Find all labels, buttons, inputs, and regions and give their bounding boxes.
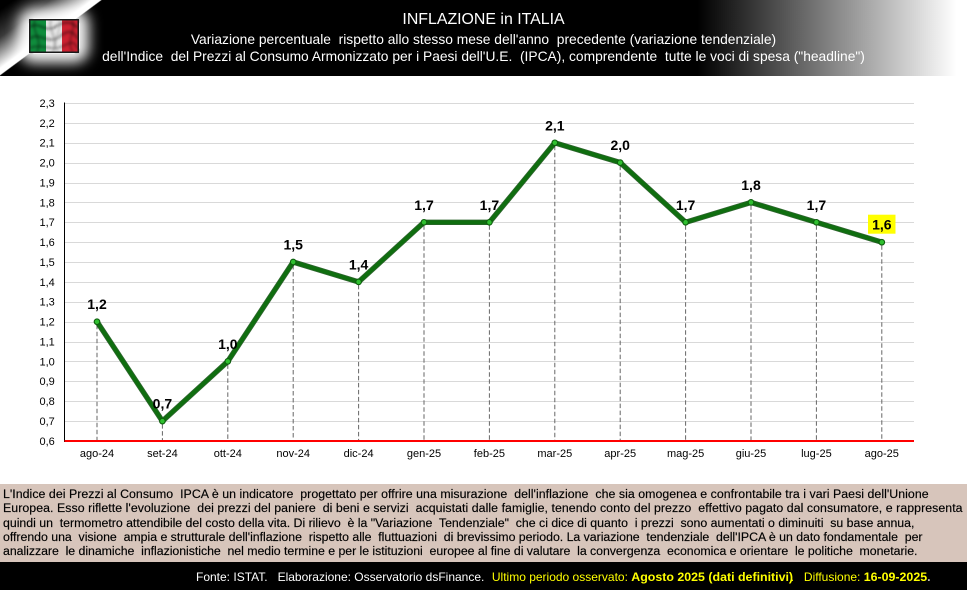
- svg-text:ago-25: ago-25: [865, 448, 899, 460]
- svg-text:1,3: 1,3: [40, 297, 55, 309]
- svg-text:feb-25: feb-25: [474, 448, 505, 460]
- svg-text:ago-24: ago-24: [80, 448, 114, 460]
- svg-text:1,8: 1,8: [40, 197, 55, 209]
- svg-text:0,9: 0,9: [40, 376, 55, 388]
- svg-text:dic-24: dic-24: [344, 448, 374, 460]
- svg-text:1,4: 1,4: [349, 256, 369, 272]
- svg-text:nov-24: nov-24: [276, 448, 310, 460]
- svg-text:1,5: 1,5: [283, 237, 303, 253]
- svg-text:1,4: 1,4: [40, 277, 55, 289]
- svg-text:mar-25: mar-25: [537, 448, 572, 460]
- svg-text:1,2: 1,2: [40, 317, 55, 329]
- svg-text:0,7: 0,7: [153, 396, 173, 412]
- svg-text:1,7: 1,7: [676, 197, 696, 213]
- svg-text:lug-25: lug-25: [801, 448, 832, 460]
- svg-text:2,0: 2,0: [40, 158, 55, 170]
- svg-text:1,7: 1,7: [40, 217, 55, 229]
- svg-text:2,1: 2,1: [545, 117, 565, 133]
- svg-text:0,7: 0,7: [40, 416, 55, 428]
- svg-text:1,2: 1,2: [87, 296, 107, 312]
- svg-text:1,7: 1,7: [414, 197, 434, 213]
- svg-text:gen-25: gen-25: [407, 448, 441, 460]
- svg-text:1,0: 1,0: [218, 336, 238, 352]
- svg-text:set-24: set-24: [147, 448, 178, 460]
- svg-text:1,0: 1,0: [40, 356, 55, 368]
- svg-text:mag-25: mag-25: [667, 448, 704, 460]
- svg-text:1,6: 1,6: [40, 237, 55, 249]
- svg-text:giu-25: giu-25: [736, 448, 767, 460]
- svg-text:2,1: 2,1: [40, 138, 55, 150]
- svg-text:1,7: 1,7: [480, 197, 500, 213]
- svg-text:1,5: 1,5: [40, 257, 55, 269]
- svg-text:apr-25: apr-25: [604, 448, 636, 460]
- svg-text:2,3: 2,3: [40, 98, 55, 110]
- svg-text:1,7: 1,7: [807, 197, 827, 213]
- svg-text:2,2: 2,2: [40, 118, 55, 130]
- svg-text:0,8: 0,8: [40, 396, 55, 408]
- svg-text:1,6: 1,6: [872, 217, 892, 233]
- svg-text:2,0: 2,0: [610, 137, 630, 153]
- svg-text:1,8: 1,8: [741, 177, 761, 193]
- svg-text:1,9: 1,9: [40, 177, 55, 189]
- svg-text:0,6: 0,6: [40, 436, 55, 448]
- svg-text:1,1: 1,1: [40, 337, 55, 349]
- svg-text:ott-24: ott-24: [214, 448, 242, 460]
